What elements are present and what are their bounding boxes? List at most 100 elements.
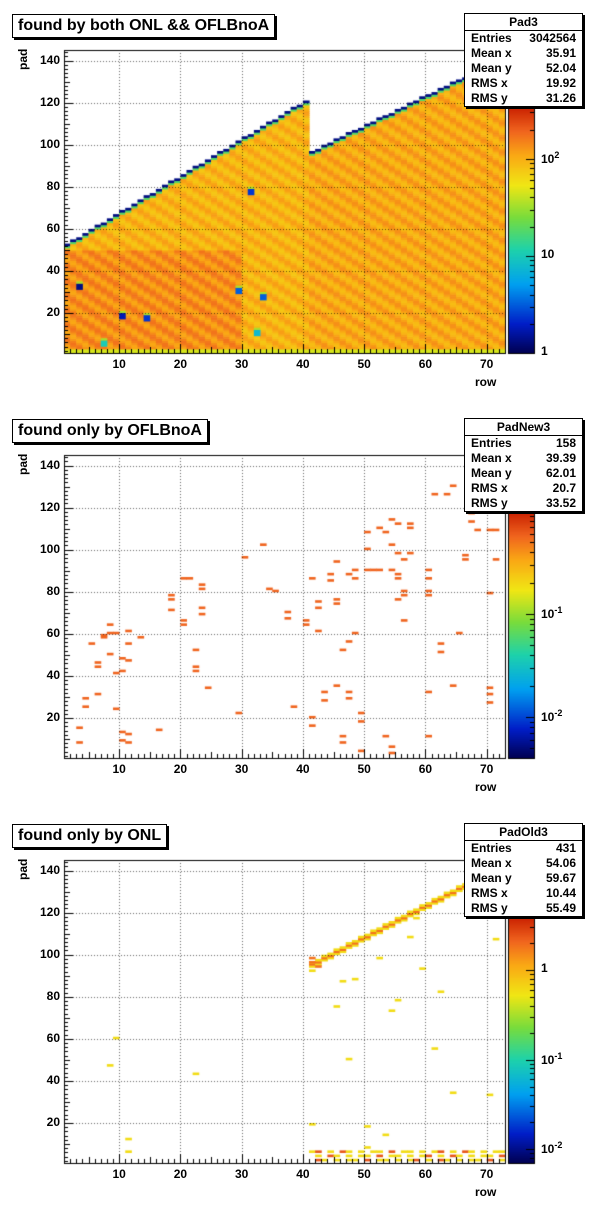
stats-name: PadNew3 xyxy=(465,419,582,436)
stats-label: Mean y xyxy=(471,61,512,75)
y-tick-label: 20 xyxy=(46,1115,60,1130)
stats-value: 31.26 xyxy=(545,91,576,105)
stats-box: PadOld3 Entries 431 Mean x 54.06 Mean y 59.67 R… xyxy=(464,823,583,917)
palette-tick-label: 10-1 xyxy=(541,605,563,621)
y-tick-label: 100 xyxy=(39,136,60,151)
stats-label: RMS y xyxy=(471,901,508,915)
stats-label: Entries xyxy=(471,31,512,45)
y-tick-label: 60 xyxy=(46,1030,60,1045)
x-tick-label: 40 xyxy=(296,1167,310,1181)
stats-label: RMS x xyxy=(471,76,508,90)
x-axis-title: row xyxy=(475,1185,497,1199)
stats-value: 52.04 xyxy=(545,61,576,75)
plot-title: found only by OFLBnoA xyxy=(12,419,208,443)
y-tick-label: 20 xyxy=(46,305,60,320)
x-tick-label: 70 xyxy=(479,1167,494,1181)
x-tick-label: 20 xyxy=(173,1167,188,1181)
stats-row: Mean x 35.91 xyxy=(465,46,582,61)
stats-row: Mean y 52.04 xyxy=(465,61,582,76)
stats-row: RMS y 33.52 xyxy=(465,496,582,511)
stats-value: 3042564 xyxy=(529,31,576,45)
y-tick-label: 80 xyxy=(46,988,60,1003)
y-tick-label: 120 xyxy=(39,94,60,109)
plot-title: found only by ONL xyxy=(12,824,168,848)
x-tick-label: 10 xyxy=(112,1167,126,1181)
stats-value: 59.67 xyxy=(545,871,576,885)
stats-label: Entries xyxy=(471,841,512,855)
y-axis-title: pad xyxy=(16,48,30,70)
stats-label: RMS x xyxy=(471,481,508,495)
stats-row: Entries 3042564 xyxy=(465,31,582,46)
y-axis-title: pad xyxy=(16,858,30,880)
x-tick-label: 70 xyxy=(479,357,494,371)
y-axis-title: pad xyxy=(16,453,30,475)
y-tick-label: 120 xyxy=(39,904,60,919)
stats-row: Mean y 59.67 xyxy=(465,871,582,886)
y-tick-label: 80 xyxy=(46,178,60,193)
stats-value: 33.52 xyxy=(545,496,576,510)
stats-name: Pad3 xyxy=(465,14,582,31)
y-tick-label: 140 xyxy=(39,457,60,472)
palette-tick-label: 10-2 xyxy=(541,1140,563,1157)
x-axis-title: row xyxy=(475,375,497,389)
y-tick-label: 60 xyxy=(46,220,60,235)
stats-label: Entries xyxy=(471,436,512,450)
stats-name: PadOld3 xyxy=(465,824,582,841)
x-tick-label: 20 xyxy=(173,357,188,371)
x-tick-label: 40 xyxy=(296,762,310,776)
stats-label: RMS x xyxy=(471,886,508,900)
stats-box: PadNew3 Entries 158 Mean x 39.39 Mean y 62.01 R… xyxy=(464,418,583,512)
stats-label: RMS y xyxy=(471,496,508,510)
x-tick-label: 50 xyxy=(357,1167,371,1181)
palette-tick-label: 102 xyxy=(541,149,560,166)
x-tick-label: 50 xyxy=(357,762,371,776)
stats-label: Mean x xyxy=(471,856,512,870)
stats-row: RMS x 10.44 xyxy=(465,886,582,901)
stats-row: Entries 431 xyxy=(465,841,582,856)
palette-tick-label: 10-1 xyxy=(541,1050,563,1067)
stats-label: Mean x xyxy=(471,451,512,465)
palette-tick-label: 1 xyxy=(541,960,548,975)
stats-label: Mean x xyxy=(471,46,512,60)
y-tick-label: 40 xyxy=(46,1072,60,1087)
stats-value: 39.39 xyxy=(545,451,576,465)
x-tick-label: 60 xyxy=(418,357,433,371)
palette-tick-label: 10 xyxy=(541,246,555,261)
stats-row: Entries 158 xyxy=(465,436,582,451)
x-tick-label: 70 xyxy=(479,762,494,776)
stats-value: 54.06 xyxy=(545,856,576,870)
stats-row: Mean x 39.39 xyxy=(465,451,582,466)
stats-value: 19.92 xyxy=(545,76,576,90)
stats-value: 431 xyxy=(555,841,576,855)
x-tick-label: 10 xyxy=(112,762,126,776)
stats-value: 35.91 xyxy=(545,46,576,60)
y-tick-label: 40 xyxy=(46,262,60,277)
y-tick-label: 140 xyxy=(39,52,60,67)
x-axis-title: row xyxy=(475,780,497,794)
y-tick-label: 60 xyxy=(46,625,60,640)
x-tick-label: 40 xyxy=(296,357,310,371)
y-tick-label: 100 xyxy=(39,541,60,556)
x-tick-label: 30 xyxy=(234,357,249,371)
x-tick-label: 30 xyxy=(234,762,249,776)
y-tick-label: 100 xyxy=(39,946,60,961)
x-tick-label: 30 xyxy=(234,1167,249,1181)
y-tick-label: 40 xyxy=(46,667,60,682)
stats-value: 55.49 xyxy=(545,901,576,915)
x-tick-label: 20 xyxy=(173,762,188,776)
stats-row: Mean x 54.06 xyxy=(465,856,582,871)
x-tick-label: 60 xyxy=(418,762,433,776)
y-tick-label: 120 xyxy=(39,499,60,514)
stats-row: RMS y 31.26 xyxy=(465,91,582,106)
stats-value: 10.44 xyxy=(545,886,576,900)
stats-label: Mean y xyxy=(471,466,512,480)
stats-row: RMS x 19.92 xyxy=(465,76,582,91)
y-tick-label: 140 xyxy=(39,862,60,877)
x-tick-label: 60 xyxy=(418,1167,433,1181)
stats-row: RMS y 55.49 xyxy=(465,901,582,916)
x-tick-label: 50 xyxy=(357,357,371,371)
stats-label: RMS y xyxy=(471,91,508,105)
palette-tick-label: 10-2 xyxy=(541,708,563,724)
stats-row: Mean y 62.01 xyxy=(465,466,582,481)
